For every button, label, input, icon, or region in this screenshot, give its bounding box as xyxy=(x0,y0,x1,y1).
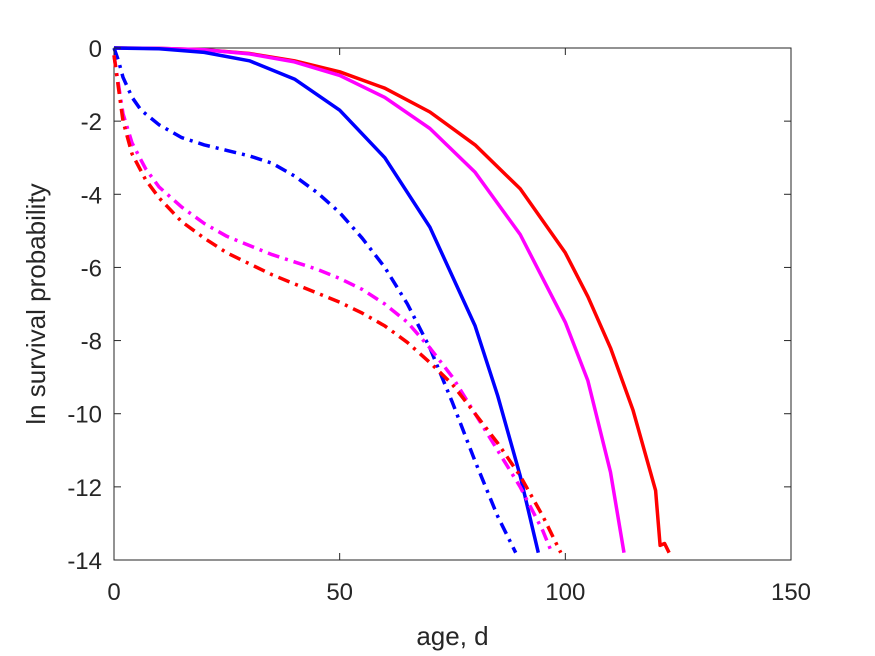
y-tick-label: -14 xyxy=(67,548,102,575)
y-tick-label: 0 xyxy=(89,36,102,63)
series-line-6 xyxy=(112,55,563,554)
series-line-3 xyxy=(113,46,541,554)
y-tick-label: -2 xyxy=(81,109,102,136)
y-tick-label: -6 xyxy=(81,255,102,282)
x-tick-label: 0 xyxy=(107,579,120,606)
y-tick-label: -12 xyxy=(67,475,102,502)
y-tick-label: -8 xyxy=(81,329,102,356)
x-axis-label: age, d xyxy=(416,621,488,651)
x-tick-label: 100 xyxy=(545,579,585,606)
y-tick-label: -10 xyxy=(67,402,102,429)
x-tick-label: 150 xyxy=(771,579,811,606)
plot-area xyxy=(113,47,792,561)
series-group xyxy=(112,46,671,554)
series-line-2 xyxy=(113,46,626,553)
y-axis-label: ln survival probability xyxy=(21,183,51,424)
ticks-group: 0 50 100 150 0 -2 -4 -6 -8 -10 -12 -14 xyxy=(67,36,811,606)
x-tick-label: 50 xyxy=(326,579,353,606)
y-tick-label: -4 xyxy=(81,182,102,209)
